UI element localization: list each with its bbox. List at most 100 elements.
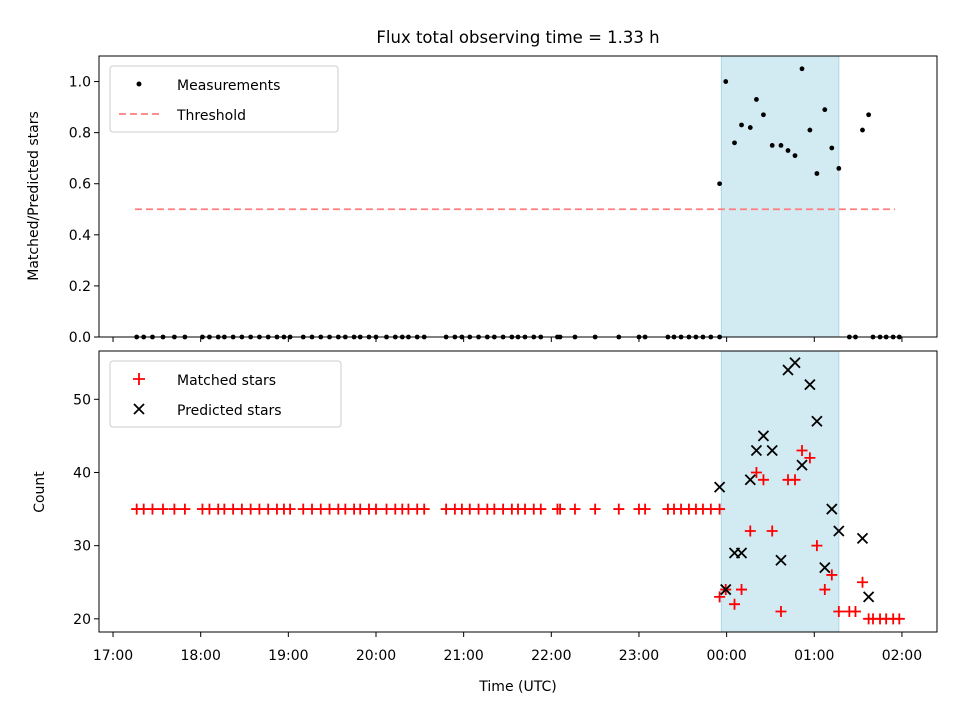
bottom-x-tick-label: 20:00 xyxy=(356,648,396,664)
measurement-point xyxy=(785,148,791,153)
predicted-star-point xyxy=(862,591,875,603)
matched-star-point xyxy=(893,613,905,625)
predicted-star-point xyxy=(826,503,838,515)
top-y-tick-label: 0.6 xyxy=(69,177,91,193)
bottom-y-tick-label: 30 xyxy=(73,539,91,555)
matched-star-point xyxy=(766,525,778,537)
bottom-x-tick-label: 00:00 xyxy=(706,648,746,664)
predicted-star-point xyxy=(757,430,770,442)
bottom-legend: Matched stars Predicted stars xyxy=(109,360,342,428)
matched-star-point xyxy=(826,569,838,581)
matched-star-point xyxy=(157,503,169,515)
matched-star-point xyxy=(775,606,787,618)
predicted-star-point xyxy=(789,357,801,369)
bottom-y-label: Count xyxy=(32,471,48,513)
predicted-star-point xyxy=(819,561,831,574)
predicted-star-point xyxy=(804,379,816,391)
matched-star-point xyxy=(179,503,191,515)
predicted-star-point xyxy=(796,459,808,471)
measurement-point xyxy=(717,181,723,187)
measurement-point xyxy=(739,122,744,128)
bottom-y-axis: 20 30 40 50 xyxy=(73,392,99,628)
top-y-axis: 0.0 0.2 0.4 0.6 0.8 1.0 xyxy=(69,75,99,346)
predicted-star-point xyxy=(713,481,726,493)
matched-star-point xyxy=(729,598,741,610)
matched-star-point xyxy=(639,503,651,515)
predicted-star-point xyxy=(811,415,823,427)
top-y-tick-label: 0.4 xyxy=(69,228,91,244)
predicted-star-point xyxy=(856,532,869,544)
bottom-y-tick-label: 50 xyxy=(73,392,91,408)
matched-star-point xyxy=(819,584,831,596)
measurement-point xyxy=(754,97,759,102)
measurement-point xyxy=(822,107,828,113)
matched-star-point xyxy=(569,503,581,515)
matched-star-point xyxy=(613,503,625,515)
top-legend-frame xyxy=(109,65,339,133)
matched-star-points xyxy=(131,445,905,625)
bottom-axes-frame xyxy=(98,350,938,633)
matched-star-point xyxy=(856,576,868,588)
matched-star-point xyxy=(284,503,296,515)
legend-matched-stars: Matched stars xyxy=(177,373,276,389)
measurement-point xyxy=(866,112,872,118)
matched-star-point xyxy=(811,540,823,552)
measurement-point xyxy=(836,166,842,171)
predicted-star-point xyxy=(766,444,778,457)
matched-star-point xyxy=(589,503,601,515)
measurement-point xyxy=(723,79,729,84)
predicted-star-point xyxy=(720,583,732,596)
matched-star-point xyxy=(744,525,756,537)
top-y-tick-label: 0.8 xyxy=(69,126,91,142)
top-axes-frame xyxy=(98,55,938,338)
measurement-point xyxy=(732,140,737,146)
measurement-point xyxy=(778,143,784,148)
top-legend: Measurements Threshold xyxy=(109,65,339,133)
measurement-point xyxy=(814,171,820,176)
bottom-x-tick-label: 22:00 xyxy=(531,648,571,664)
legend-predicted-stars: Predicted stars xyxy=(177,403,282,419)
measurement-point xyxy=(829,145,835,151)
top-panel: 0.0 0.2 0.4 0.6 0.8 1.0 Matched/Predicted sta… xyxy=(26,55,938,346)
matched-star-point xyxy=(757,474,769,486)
predicted-legend-marker xyxy=(133,403,145,415)
predicted-star-point xyxy=(744,474,756,486)
matched-star-point xyxy=(418,503,430,515)
top-x-ticks xyxy=(112,337,903,342)
matched-star-point xyxy=(535,503,547,515)
top-observing-window xyxy=(720,55,840,338)
bottom-x-tick-label: 19:00 xyxy=(268,648,308,664)
bottom-legend-frame xyxy=(109,360,342,428)
measurement-point xyxy=(792,153,798,159)
measurement-point xyxy=(747,125,753,130)
matched-star-point xyxy=(804,452,816,464)
bottom-x-tick-label: 17:00 xyxy=(93,648,133,664)
matched-star-point xyxy=(736,584,748,596)
bottom-panel: 20 30 40 50 17:00 18:00 19:00 20:00 21:00 22:00 2… xyxy=(32,350,938,695)
measurement-legend-marker xyxy=(136,81,142,87)
bottom-y-tick-label: 20 xyxy=(73,612,91,628)
bottom-y-tick-label: 40 xyxy=(73,465,91,481)
legend-threshold: Threshold xyxy=(176,108,246,124)
matched-star-point xyxy=(714,503,726,515)
bottom-x-tick-label: 01:00 xyxy=(794,648,834,664)
top-y-tick-label: 1.0 xyxy=(69,75,91,91)
matched-legend-marker xyxy=(133,373,145,385)
matched-star-point xyxy=(750,466,762,478)
measurement-point xyxy=(860,127,865,133)
matched-star-point xyxy=(554,503,566,515)
matched-star-point xyxy=(833,606,845,618)
measurement-point xyxy=(799,66,805,72)
matched-star-point xyxy=(714,591,726,603)
legend-measurements: Measurements xyxy=(177,78,280,94)
x-axis-label: Time (UTC) xyxy=(478,679,556,695)
bottom-x-tick-label: 23:00 xyxy=(619,648,659,664)
bottom-x-tick-label: 21:00 xyxy=(443,648,483,664)
predicted-star-point xyxy=(750,444,763,457)
bottom-x-tick-label: 02:00 xyxy=(882,648,922,664)
matched-star-point xyxy=(370,503,382,515)
top-y-label: Matched/Predicted stars xyxy=(26,111,42,281)
top-y-tick-label: 0.2 xyxy=(69,279,91,295)
matched-star-point xyxy=(796,445,808,457)
